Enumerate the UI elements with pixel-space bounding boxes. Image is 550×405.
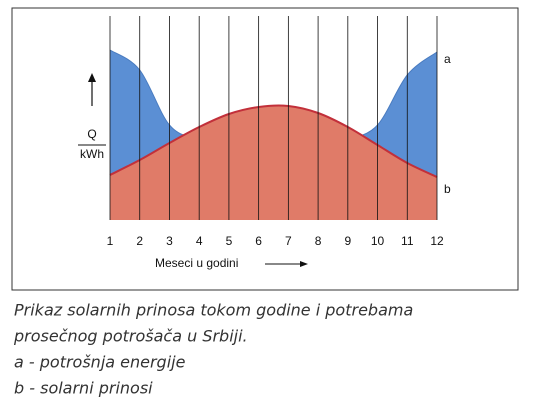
area: [110, 105, 437, 220]
x-tick-label: 2: [136, 234, 143, 248]
x-tick-label: 8: [315, 234, 322, 248]
x-tick-label: 12: [430, 234, 444, 248]
x-tick-label: 1: [107, 234, 114, 248]
plot-area: [109, 16, 438, 220]
x-tick-label: 11: [401, 234, 414, 248]
caption-line: Prikaz solarnih prinosa tokom godine i p…: [14, 301, 413, 320]
series-label: a: [444, 52, 451, 66]
caption-line: prosečnog potrošača u Srbiji.: [13, 327, 248, 346]
y-arrowhead: [88, 73, 96, 82]
frame: [11, 7, 519, 291]
x-tick-label: 6: [255, 234, 262, 248]
caption-line: b - solarni prinosi: [14, 379, 153, 398]
y-label-bottom: kWh: [80, 147, 104, 161]
x-tick-label: 7: [285, 234, 292, 248]
area-edge: [109, 104, 438, 178]
x-arrowhead: [300, 261, 308, 267]
x-tick-label: 4: [196, 234, 203, 248]
x-tick-label: 9: [344, 234, 351, 248]
x-tick-label: 5: [226, 234, 233, 248]
x-tick-label: 10: [371, 234, 385, 248]
x-tick-label: 3: [166, 234, 173, 248]
series-label: b: [444, 182, 451, 196]
x-axis-label: Meseci u godini: [155, 256, 238, 270]
y-label-top: Q: [87, 127, 96, 141]
caption-line: a - potrošnja energije: [14, 353, 186, 372]
